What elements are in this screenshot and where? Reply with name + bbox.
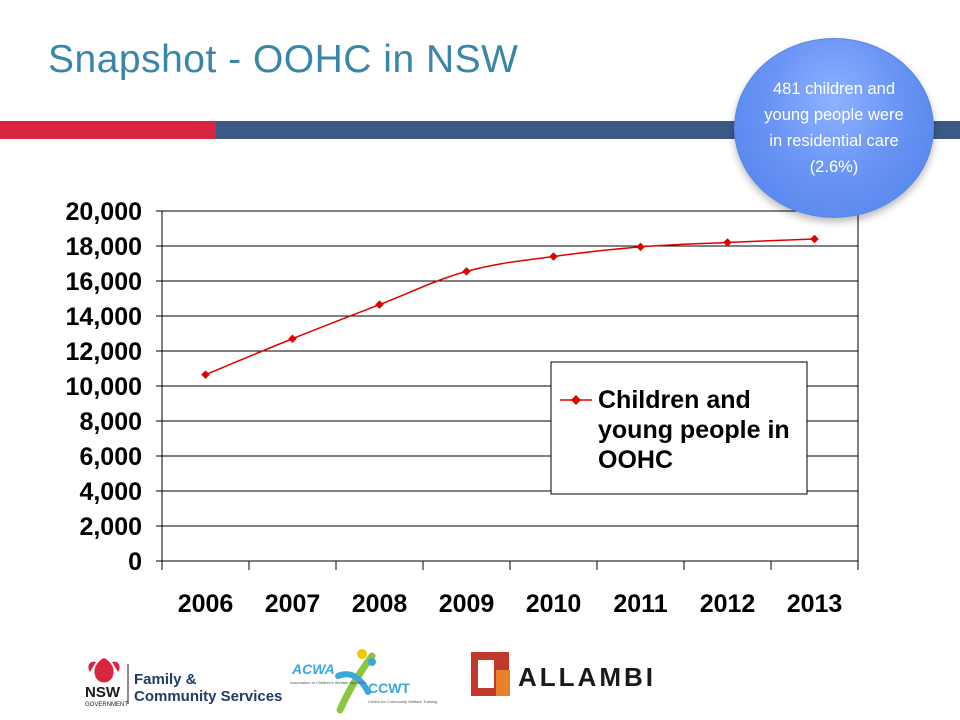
data-point-marker xyxy=(549,252,558,261)
data-point-marker xyxy=(462,267,471,276)
acwa-ccwt-logo: ACWA Association of Children's Welfare A… xyxy=(290,649,437,714)
y-tick-label: 8,000 xyxy=(79,408,142,436)
allambi-logo-text: ALLAMBI xyxy=(518,662,656,692)
footer-logos: NSW GOVERNMENT Family & Community Servic… xyxy=(85,649,656,714)
fcs-logo-line1: Family & xyxy=(134,671,197,688)
callout-bubble: 481 children and young people were in re… xyxy=(734,38,934,218)
line-chart: 0 2,000 4,000 6,000 8,000 10,000 12,000 14,000 1… xyxy=(66,198,859,618)
y-tick-label: 2,000 xyxy=(79,513,142,541)
data-point-marker xyxy=(201,370,210,379)
chart-series xyxy=(201,234,819,379)
y-tick-label: 10,000 xyxy=(66,373,142,401)
y-tick-label: 0 xyxy=(128,548,142,576)
x-tick-labels: 2006 2007 2008 2009 2010 2011 2012 2013 xyxy=(178,590,843,618)
x-tick-label: 2007 xyxy=(265,590,321,618)
y-tick-label: 18,000 xyxy=(66,233,142,261)
y-tick-labels: 0 2,000 4,000 6,000 8,000 10,000 12,000 14,000 1… xyxy=(66,198,142,576)
legend-marker-swatch xyxy=(571,395,581,405)
series-line xyxy=(205,238,815,376)
ccwt-logo-text: CCWT xyxy=(368,680,410,696)
x-tick-label: 2013 xyxy=(787,590,843,618)
y-tick-label: 4,000 xyxy=(79,478,142,506)
y-tick-label: 16,000 xyxy=(66,268,142,296)
x-tick-label: 2012 xyxy=(700,590,756,618)
x-tick-label: 2009 xyxy=(439,590,495,618)
fcs-logo-line2: Community Services xyxy=(134,688,282,705)
page-title: Snapshot - OOHC in NSW xyxy=(48,38,519,81)
x-tick-label: 2011 xyxy=(613,590,667,618)
nsw-waratah-logo: NSW GOVERNMENT xyxy=(85,658,128,708)
x-tick-label: 2006 xyxy=(178,590,234,618)
chart-axes xyxy=(156,210,859,570)
data-point-marker xyxy=(375,300,384,309)
nsw-logo-text: NSW xyxy=(85,684,121,701)
data-point-marker xyxy=(810,234,819,244)
data-point-marker xyxy=(723,238,732,247)
data-point-marker xyxy=(288,334,297,343)
allambi-logo: ALLAMBI xyxy=(471,652,656,696)
data-point-marker xyxy=(636,242,645,252)
y-tick-label: 12,000 xyxy=(66,338,142,366)
y-tick-label: 6,000 xyxy=(79,443,142,471)
acwa-logo-text: ACWA xyxy=(291,661,335,677)
legend-label: Children and young people in OOHC xyxy=(598,386,790,474)
acwa-logo-subtext: Association of Children's Welfare Agenci… xyxy=(290,680,366,685)
x-tick-label: 2008 xyxy=(352,590,408,618)
nsw-logo-subtext: GOVERNMENT xyxy=(85,702,128,708)
chart-legend: Children and young people in OOHC xyxy=(550,361,808,495)
x-tick-label: 2010 xyxy=(526,590,582,618)
callout-text: 481 children and young people were in re… xyxy=(764,80,904,176)
y-tick-label: 14,000 xyxy=(66,303,142,331)
ccwt-logo-subtext: Centre for Community Welfare Training xyxy=(368,699,437,704)
y-tick-label: 20,000 xyxy=(66,198,142,226)
title-rule-red xyxy=(0,121,216,139)
